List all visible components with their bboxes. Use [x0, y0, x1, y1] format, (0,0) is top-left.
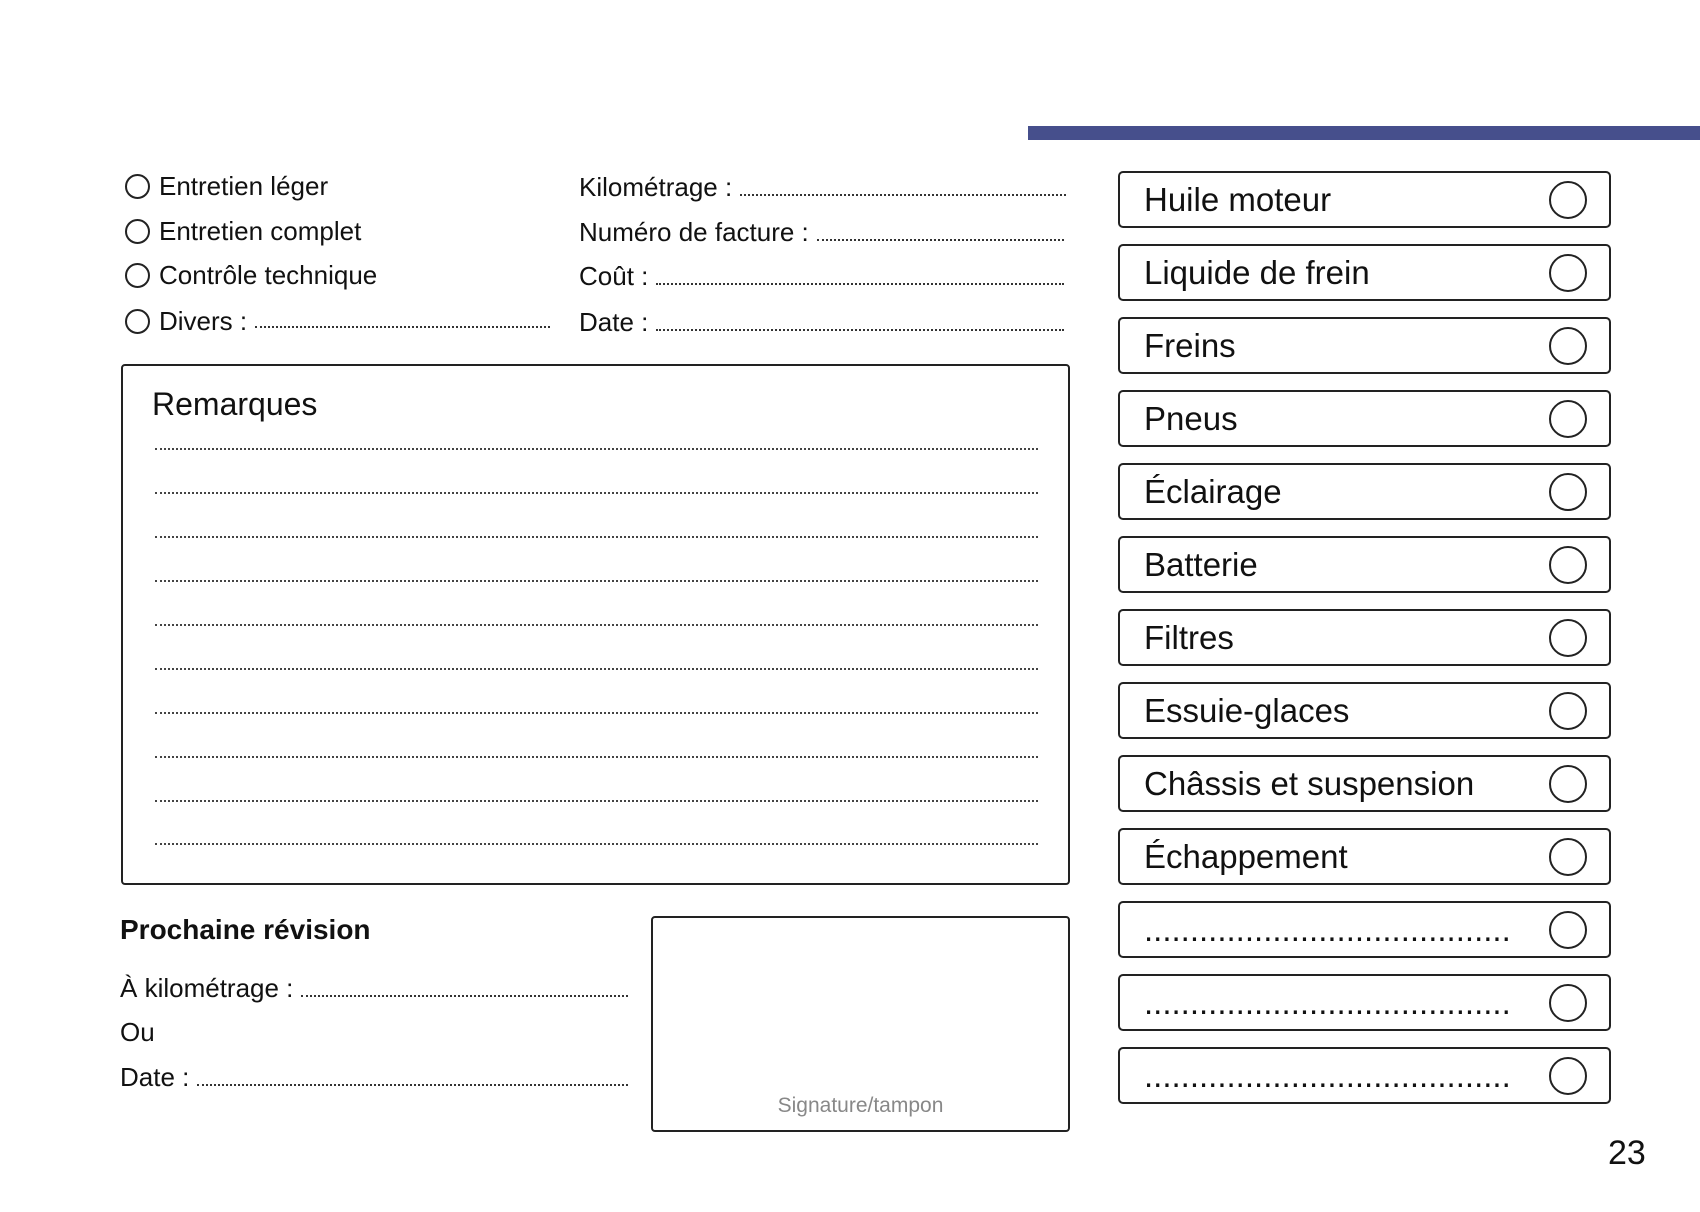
header-accent-bar [1028, 126, 1700, 140]
checklist-item[interactable]: Filtres [1118, 609, 1611, 666]
field-label: Date : [120, 1062, 190, 1092]
remarks-title: Remarques [152, 386, 318, 422]
input-line[interactable] [816, 239, 1064, 241]
radio-circle-icon[interactable] [125, 262, 150, 288]
checklist-item[interactable]: Huile moteur [1118, 171, 1611, 228]
checklist-item[interactable]: Éclairage [1118, 463, 1611, 520]
field-label: Numéro de facture : [579, 217, 809, 247]
field-label: Kilométrage : [579, 172, 733, 202]
input-line[interactable] [740, 194, 1066, 196]
checkbox-circle-icon[interactable] [1549, 326, 1587, 365]
input-line[interactable] [656, 329, 1064, 331]
checkbox-circle-icon[interactable] [1549, 399, 1587, 438]
date-field[interactable]: Date : [579, 304, 1064, 338]
next-service-km-field[interactable]: À kilométrage : [120, 970, 628, 1004]
remarks-line[interactable] [155, 712, 1038, 714]
remarks-line[interactable] [155, 448, 1038, 450]
invoice-number-field[interactable]: Numéro de facture : [579, 214, 1064, 248]
radio-circle-icon[interactable] [125, 218, 150, 244]
checklist-item[interactable]: Essuie-glaces [1118, 682, 1611, 739]
checkbox-circle-icon[interactable] [1549, 691, 1587, 730]
remarks-line[interactable] [155, 580, 1038, 582]
next-service-date-field[interactable]: Date : [120, 1059, 628, 1093]
checklist-label: Freins [1144, 326, 1236, 364]
input-line[interactable] [197, 1084, 628, 1086]
checklist-label: Pneus [1144, 399, 1238, 437]
checklist-label: Batterie [1144, 545, 1258, 583]
remarks-line[interactable] [155, 668, 1038, 670]
checklist-item[interactable]: Châssis et suspension [1118, 755, 1611, 812]
checklist-label: Filtres [1144, 618, 1234, 656]
service-type-option-other[interactable]: Divers : [125, 304, 550, 338]
checklist-item[interactable]: Pneus [1118, 390, 1611, 447]
option-label: Divers : [159, 305, 248, 336]
checkbox-circle-icon[interactable] [1549, 983, 1587, 1022]
option-label: Contrôle technique [159, 259, 378, 290]
radio-circle-icon[interactable] [125, 308, 150, 334]
field-label: Coût : [579, 261, 649, 291]
checklist-label: Huile moteur [1144, 180, 1332, 218]
service-type-option[interactable]: Entretien léger [125, 169, 328, 203]
checkbox-circle-icon[interactable] [1549, 764, 1587, 803]
cost-field[interactable]: Coût : [579, 258, 1064, 292]
checklist-item[interactable]: Freins [1118, 317, 1611, 374]
checklist-label: ........................................ [1144, 910, 1511, 948]
service-type-option[interactable]: Contrôle technique [125, 258, 377, 292]
checklist-label: Liquide de frein [1144, 253, 1370, 291]
checklist-label: ........................................ [1144, 1056, 1511, 1094]
radio-circle-icon[interactable] [125, 173, 150, 199]
checklist-label: Châssis et suspension [1144, 764, 1475, 802]
option-label: Entretien complet [159, 215, 362, 246]
checklist-label: Essuie-glaces [1144, 691, 1350, 729]
remarks-line[interactable] [155, 800, 1038, 802]
divers-input-line[interactable] [255, 325, 550, 328]
checklist-item[interactable]: ........................................ [1118, 901, 1611, 958]
checkbox-circle-icon[interactable] [1549, 618, 1587, 657]
checklist-item[interactable]: ........................................ [1118, 1047, 1611, 1104]
remarks-line[interactable] [155, 492, 1038, 494]
remarks-line[interactable] [155, 843, 1038, 845]
remarks-line[interactable] [155, 756, 1038, 758]
checkbox-circle-icon[interactable] [1549, 472, 1587, 511]
checkbox-circle-icon[interactable] [1549, 837, 1587, 876]
signature-box[interactable]: Signature/tampon [651, 916, 1070, 1132]
input-line[interactable] [656, 283, 1064, 285]
checkbox-circle-icon[interactable] [1549, 545, 1587, 584]
checkbox-circle-icon[interactable] [1549, 180, 1587, 219]
checkbox-circle-icon[interactable] [1549, 910, 1587, 949]
remarks-line[interactable] [155, 624, 1038, 626]
page-number: 23 [1608, 1134, 1646, 1172]
checkbox-circle-icon[interactable] [1549, 253, 1587, 292]
signature-label: Signature/tampon [777, 1094, 944, 1117]
checkbox-circle-icon[interactable] [1549, 1056, 1587, 1095]
checklist-label: ........................................ [1144, 983, 1511, 1021]
remarks-box[interactable]: Remarques [121, 364, 1070, 885]
remarks-line[interactable] [155, 536, 1038, 538]
checklist-label: Échappement [1144, 837, 1348, 875]
or-label: Ou [120, 1017, 155, 1047]
checklist-item[interactable]: Batterie [1118, 536, 1611, 593]
checklist-item[interactable]: Échappement [1118, 828, 1611, 885]
input-line[interactable] [301, 995, 628, 997]
option-label: Entretien léger [159, 170, 329, 201]
checklist-item[interactable]: Liquide de frein [1118, 244, 1611, 301]
next-service-title: Prochaine révision [120, 914, 371, 945]
field-label: Date : [579, 307, 649, 337]
field-label: À kilométrage : [120, 973, 294, 1003]
service-type-option[interactable]: Entretien complet [125, 214, 361, 248]
mileage-field[interactable]: Kilométrage : [579, 169, 1066, 203]
checklist-item[interactable]: ........................................ [1118, 974, 1611, 1031]
checklist-label: Éclairage [1144, 472, 1282, 510]
